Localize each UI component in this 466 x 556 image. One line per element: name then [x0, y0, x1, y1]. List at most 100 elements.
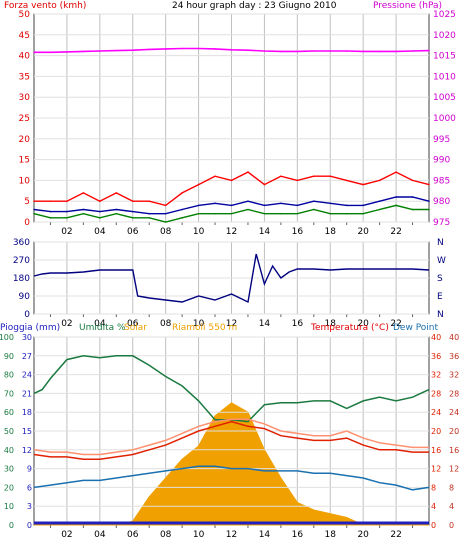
panel-3-xtick-18: 18 — [325, 530, 337, 540]
panel-1-point-3-24 — [428, 208, 430, 211]
temperature-tick-24: 24 — [431, 408, 441, 417]
rain-tick-27: 27 — [22, 352, 32, 361]
panel-1-point-2-15 — [280, 202, 282, 205]
panel-1-point-3-5 — [115, 212, 118, 215]
panel-1-point-0-9 — [181, 47, 183, 50]
panel-2-xtick-14: 14 — [259, 319, 271, 329]
panel-2-xtick-06: 06 — [127, 319, 139, 329]
panel-1-point-1-1 — [49, 200, 52, 202]
panel-1-point-2-1 — [49, 210, 52, 213]
humidity-tick-40: 40 — [4, 446, 14, 455]
panel-1-point-2-7 — [148, 212, 151, 215]
panel-1-point-3-2 — [66, 217, 68, 219]
panel-1-point-3-8 — [164, 221, 167, 223]
panel-1-point-2-10 — [197, 204, 200, 207]
panel-1-point-3-16 — [296, 212, 299, 215]
panel-1-point-2-24 — [428, 200, 430, 202]
humidity-tick-30: 30 — [4, 465, 14, 474]
panel-1-point-0-19 — [345, 50, 348, 52]
panel-1-point-3-0 — [33, 212, 35, 215]
panel-1-point-3-6 — [131, 217, 134, 219]
panel-1-point-0-7 — [148, 48, 151, 51]
panel-1-point-0-0 — [33, 51, 35, 54]
wind-tick-45: 45 — [19, 31, 30, 41]
panel-2-xtick-18: 18 — [325, 319, 337, 329]
panel-1-point-1-10 — [197, 183, 200, 186]
pressure-tick-995: 995 — [433, 135, 450, 145]
panel-1-point-0-13 — [247, 49, 249, 51]
direction-tick-0: 0 — [24, 310, 30, 320]
panel-3-xtick-20: 20 — [357, 530, 369, 540]
panel-3-xtick-04: 04 — [94, 530, 106, 540]
panel-3-xtick-16: 16 — [292, 530, 304, 540]
panel-1-point-3-14 — [263, 212, 266, 215]
panel-1-point-0-23 — [411, 50, 414, 52]
panel-1-point-3-12 — [230, 212, 233, 215]
humidity-tick-80: 80 — [4, 371, 14, 380]
rain-tick-3: 3 — [27, 502, 32, 511]
panel-1-point-2-11 — [214, 202, 216, 205]
compass-label-2: S — [437, 274, 443, 284]
panel-1-point-0-12 — [230, 48, 233, 51]
panel-1-point-1-22 — [395, 171, 397, 173]
wind-tick-25: 25 — [19, 114, 30, 124]
panel-1-point-1-2 — [66, 200, 68, 202]
panel-1-point-0-5 — [115, 49, 118, 52]
panel-1-point-0-6 — [131, 49, 134, 51]
panel-1-point-2-6 — [131, 210, 134, 213]
temperature-tick-16: 16 — [431, 446, 441, 455]
rain-tick-30: 30 — [22, 333, 32, 342]
header-top: Forza vento (kmh) 24 hour graph day : 23… — [0, 0, 466, 12]
panel-1-xtick-04: 04 — [94, 227, 106, 237]
panel-1-point-2-23 — [411, 196, 414, 198]
temperature-label: Temperatura (°C) — [310, 323, 389, 333]
panel-1-point-2-2 — [66, 210, 68, 213]
rain-tick-21: 21 — [22, 389, 32, 398]
panel-1-point-3-21 — [378, 208, 381, 211]
pressure-tick-1005: 1005 — [433, 93, 456, 103]
pressure-tick-985: 985 — [433, 176, 450, 186]
panel-1-point-0-2 — [66, 51, 68, 53]
panel-1-point-1-21 — [378, 179, 381, 182]
panel-2-xtick-04: 04 — [94, 319, 106, 329]
panel-2-xtick-12: 12 — [226, 319, 237, 329]
wind-tick-30: 30 — [19, 93, 31, 103]
panel-3-series-3 — [33, 465, 430, 491]
panel-3-xtick-06: 06 — [127, 530, 139, 540]
panel-2-xtick-02: 02 — [61, 319, 72, 329]
rain-label: Pioggia (mm) — [0, 323, 60, 333]
panel-2-xtick-20: 20 — [357, 319, 369, 329]
humidity-tick-60: 60 — [4, 408, 14, 417]
panel-1-point-2-21 — [378, 200, 381, 202]
pressure-tick-1020: 1020 — [433, 31, 456, 41]
pressure-tick-1015: 1015 — [433, 52, 456, 62]
panel-1-xtick-10: 10 — [193, 227, 205, 237]
temperature-tick-12: 12 — [431, 465, 441, 474]
panel-1-xtick-18: 18 — [325, 227, 337, 237]
panel-1-point-1-6 — [131, 200, 134, 202]
humidity-tick-0: 0 — [9, 521, 14, 530]
panel-1-point-0-3 — [82, 50, 85, 53]
panel-1-point-2-12 — [230, 204, 233, 207]
panel-2-xtick-08: 08 — [160, 319, 172, 329]
panel-1-xtick-12: 12 — [226, 227, 237, 237]
pressure-tick-1010: 1010 — [433, 72, 456, 82]
panel-1-point-2-13 — [247, 200, 249, 202]
dewpoint-tick-0: 0 — [449, 521, 454, 530]
panel-1-point-1-12 — [230, 179, 233, 182]
humidity-tick-50: 50 — [4, 427, 14, 436]
panel-1-point-2-14 — [263, 204, 266, 207]
station-label: Riamoli 550 m — [172, 323, 237, 333]
panel-1-point-2-16 — [296, 204, 299, 207]
panel-3-xtick-12: 12 — [226, 530, 237, 540]
panel-1-point-1-20 — [362, 183, 364, 186]
panel-1-point-2-18 — [329, 202, 332, 205]
panel-1-point-1-15 — [280, 175, 282, 178]
panel-1-point-3-19 — [345, 212, 348, 215]
rain-tick-0: 0 — [27, 521, 32, 530]
panel-1-point-0-1 — [49, 51, 52, 54]
panel-1-xtick-22: 22 — [390, 227, 401, 237]
panel-1-point-0-18 — [329, 50, 332, 52]
dewpoint-tick-36: 36 — [449, 352, 459, 361]
